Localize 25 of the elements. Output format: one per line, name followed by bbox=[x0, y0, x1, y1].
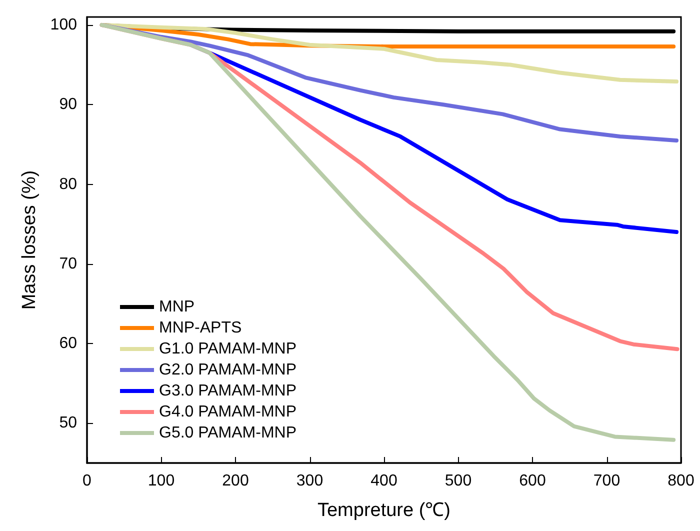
legend-label: MNP-APTS bbox=[159, 320, 242, 336]
x-axis-title: Tempreture (℃) bbox=[317, 500, 451, 521]
y-tick-label: 90 bbox=[59, 96, 78, 114]
legend-label: G1.0 PAMAM-MNP bbox=[159, 340, 296, 358]
x-tick-label: 500 bbox=[444, 472, 472, 490]
x-tick-label: 700 bbox=[593, 472, 620, 490]
y-tick-label: 60 bbox=[59, 335, 78, 352]
legend-label: G3.0 PAMAM-MNP bbox=[159, 382, 296, 400]
x-tick-label: 800 bbox=[668, 472, 694, 490]
y-tick-label: 80 bbox=[59, 176, 78, 193]
x-tick-label: 600 bbox=[519, 472, 546, 490]
legend-label: G2.0 PAMAM-MNP bbox=[159, 362, 296, 378]
x-tick-label: 400 bbox=[370, 472, 398, 490]
y-tick-label: 70 bbox=[59, 255, 78, 272]
legend-label: MNP bbox=[159, 298, 195, 316]
y-tick-label: 50 bbox=[59, 414, 78, 432]
x-tick-label: 100 bbox=[148, 472, 175, 490]
x-tick-label: 300 bbox=[296, 472, 324, 490]
x-tick-label: 0 bbox=[82, 472, 92, 490]
y-tick-label: 100 bbox=[50, 16, 78, 34]
y-axis-title: Mass losses (%) bbox=[19, 170, 40, 310]
legend-label: G4.0 PAMAM-MNP bbox=[159, 404, 296, 420]
legend-label: G5.0 PAMAM-MNP bbox=[159, 424, 296, 442]
line-series bbox=[100, 22, 676, 442]
x-tick-label: 200 bbox=[222, 472, 249, 490]
